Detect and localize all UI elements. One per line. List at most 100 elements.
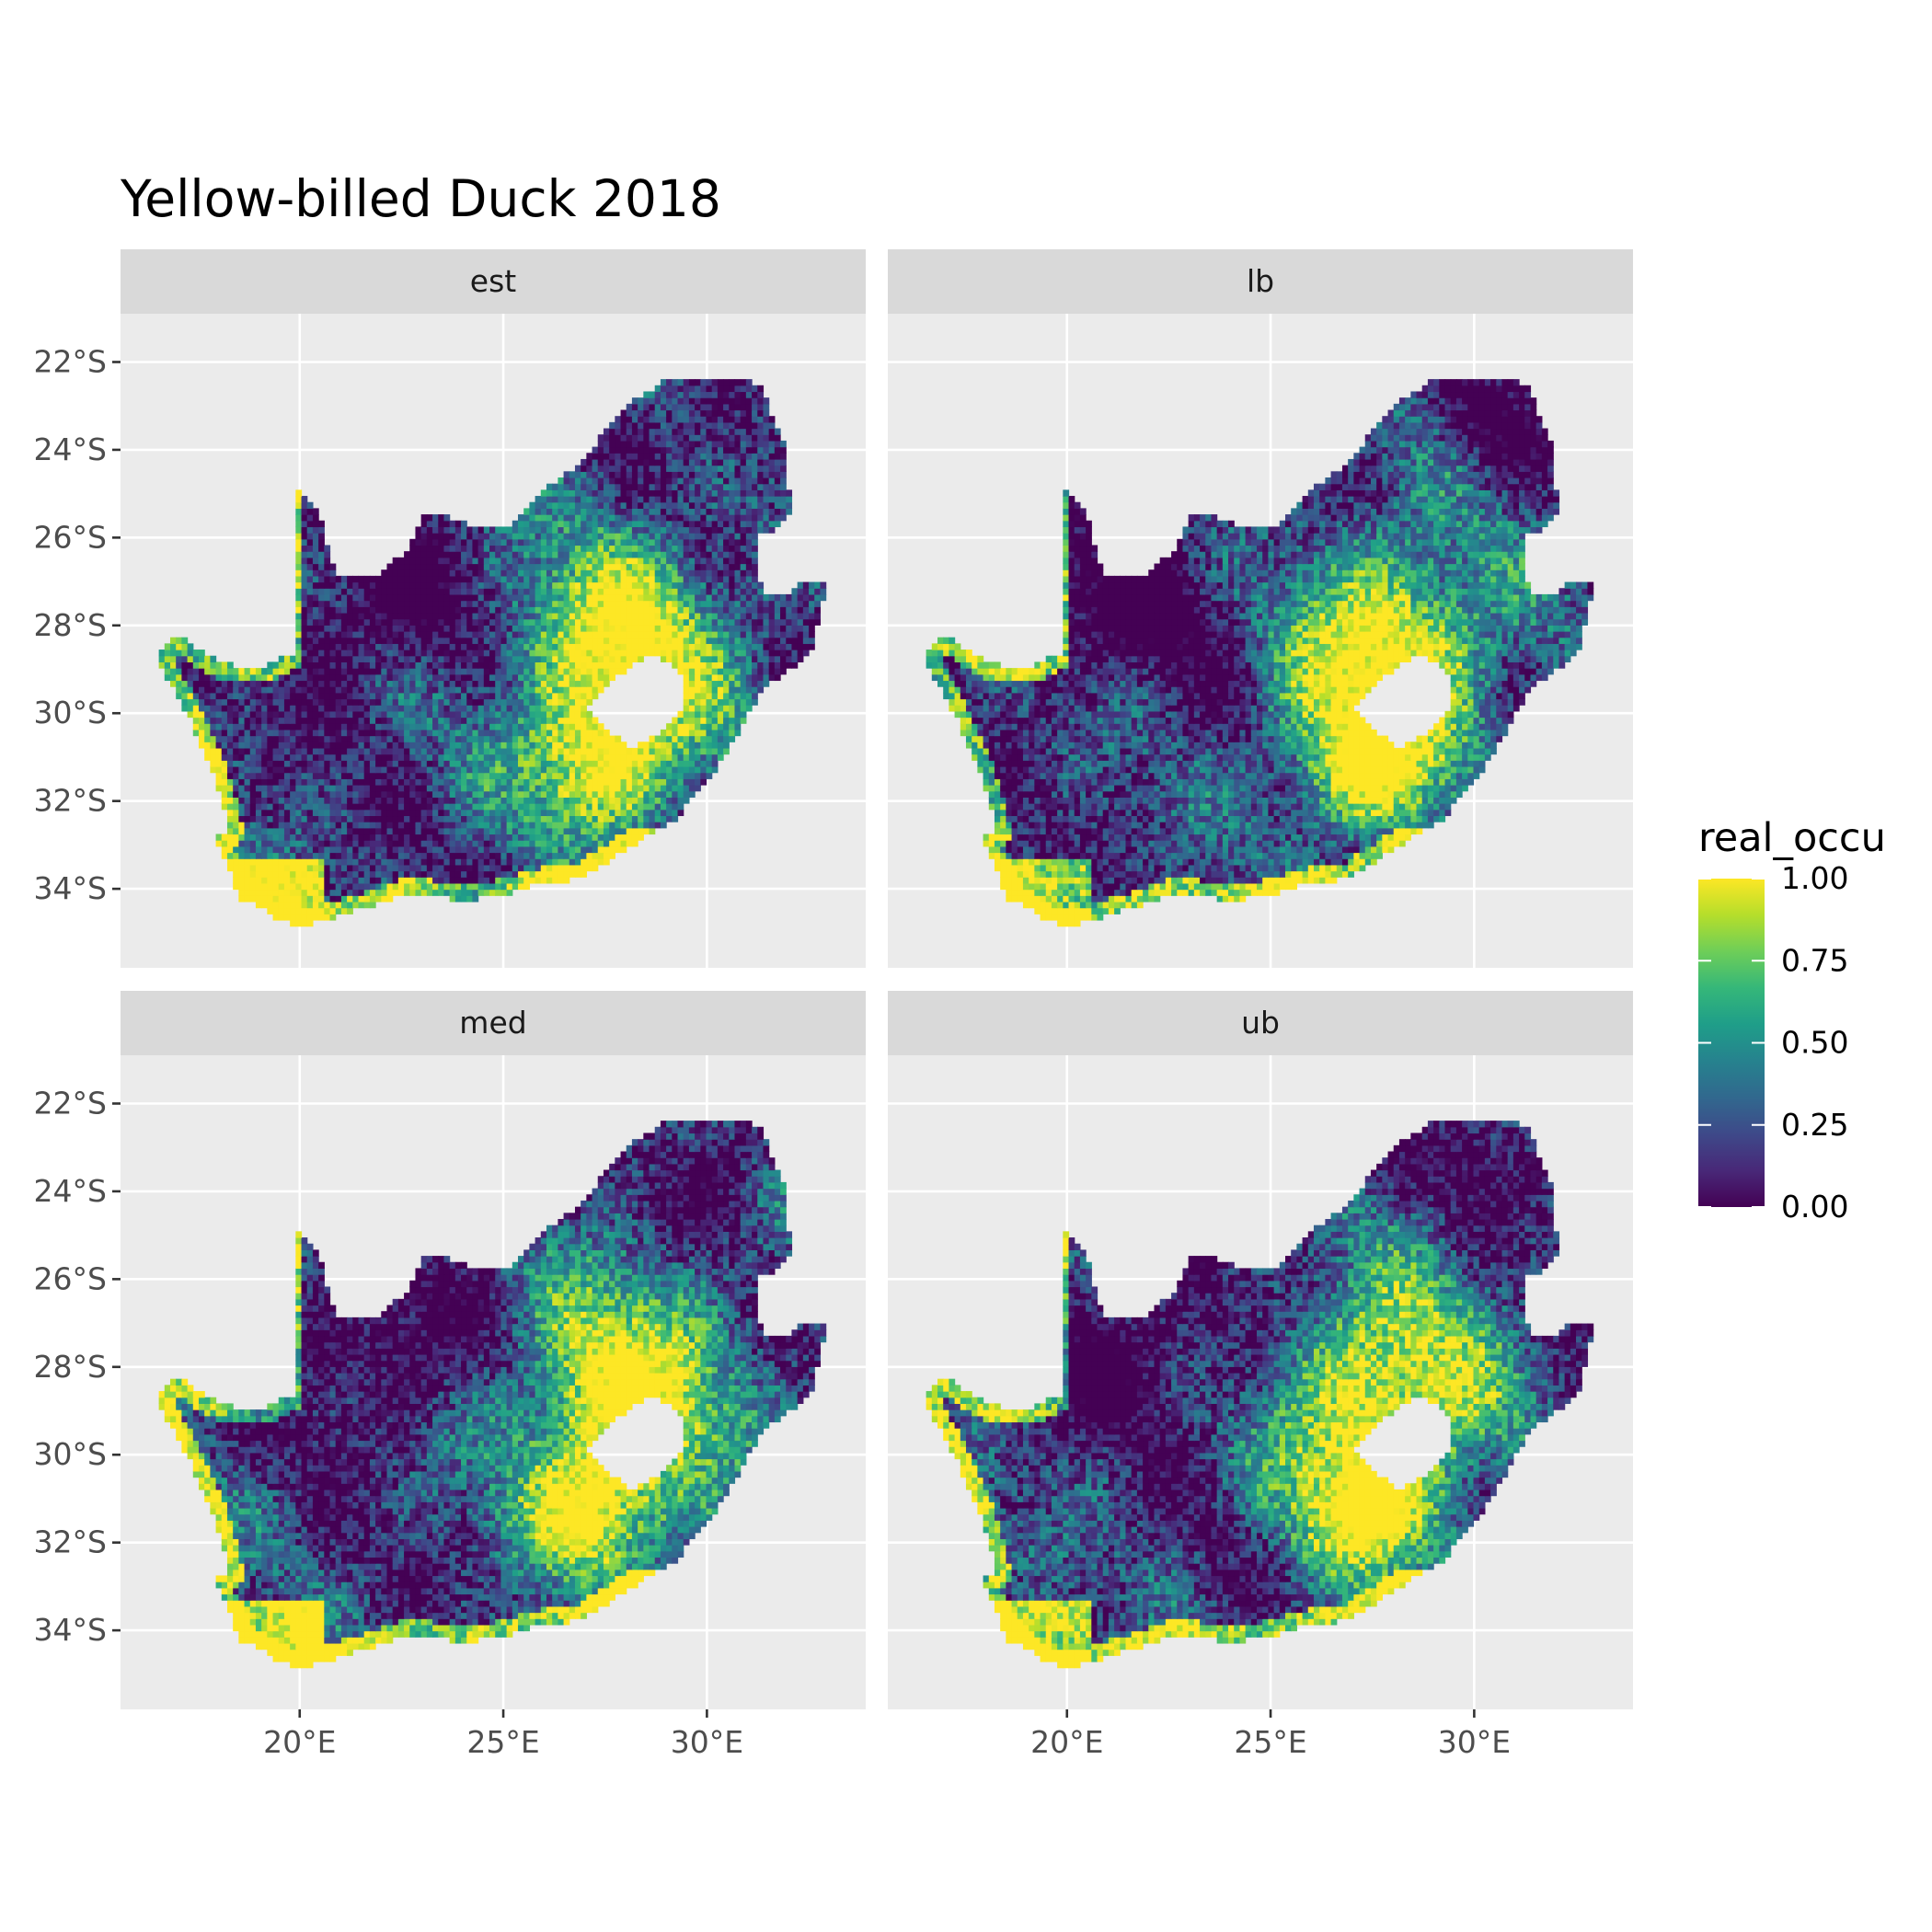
- raster-cell: [507, 803, 513, 810]
- raster-cell: [718, 619, 724, 626]
- raster-cell: [489, 871, 496, 878]
- raster-cell: [375, 613, 382, 619]
- raster-cell: [427, 877, 433, 883]
- raster-cell: [427, 576, 433, 582]
- raster-cell: [621, 582, 627, 589]
- raster-cell: [523, 601, 530, 607]
- raster-cell: [370, 668, 376, 674]
- raster-cell: [404, 569, 410, 576]
- raster-cell: [700, 674, 707, 681]
- raster-cell: [381, 698, 387, 705]
- raster-cell: [438, 810, 444, 816]
- raster-cell: [604, 846, 610, 853]
- raster-cell: [330, 650, 337, 656]
- raster-cell: [233, 718, 239, 724]
- raster-cell: [318, 533, 325, 539]
- raster-cell: [495, 569, 501, 576]
- raster-cell: [450, 871, 456, 878]
- raster-cell: [415, 754, 421, 761]
- raster-cell: [495, 736, 501, 742]
- raster-cell: [336, 680, 342, 686]
- raster-cell: [352, 846, 359, 853]
- raster-cell: [757, 674, 764, 681]
- raster-cell: [295, 883, 302, 890]
- raster-cell: [199, 723, 205, 730]
- raster-cell: [581, 822, 587, 828]
- raster-cell: [341, 680, 348, 686]
- raster-cell: [507, 631, 513, 638]
- raster-cell: [604, 840, 610, 846]
- raster-cell: [650, 760, 656, 766]
- raster-cell: [523, 551, 530, 558]
- raster-cell: [295, 545, 302, 551]
- raster-cell: [472, 803, 478, 810]
- raster-cell: [375, 840, 382, 846]
- raster-cell: [313, 791, 319, 798]
- raster-cell: [267, 853, 273, 859]
- raster-cell: [199, 705, 205, 711]
- raster-cell: [512, 754, 519, 761]
- raster-cell: [381, 718, 387, 724]
- raster-cell: [279, 711, 285, 718]
- raster-cell: [352, 871, 359, 878]
- raster-cell: [569, 711, 576, 718]
- raster-cell: [598, 846, 604, 853]
- raster-cell: [393, 643, 399, 650]
- raster-cell: [478, 656, 485, 662]
- raster-cell: [461, 582, 467, 589]
- raster-cell: [529, 834, 535, 840]
- raster-cell: [421, 742, 428, 748]
- raster-cell: [666, 545, 673, 551]
- raster-cell: [324, 908, 330, 914]
- raster-cell: [227, 718, 234, 724]
- raster-cell: [472, 551, 478, 558]
- raster-cell: [552, 766, 558, 773]
- raster-cell: [352, 791, 359, 798]
- raster-cell: [295, 619, 302, 626]
- raster-cell: [495, 601, 501, 607]
- raster-cell: [443, 822, 450, 828]
- raster-cell: [609, 736, 615, 742]
- raster-cell: [729, 705, 735, 711]
- raster-cell: [729, 601, 735, 607]
- raster-cell: [273, 668, 280, 674]
- raster-cell: [535, 840, 542, 846]
- raster-cell: [443, 674, 450, 681]
- raster-cell: [347, 638, 353, 644]
- raster-cell: [638, 588, 644, 594]
- raster-cell: [569, 619, 576, 626]
- raster-cell: [615, 661, 621, 668]
- raster-cell: [564, 846, 570, 853]
- raster-cell: [386, 742, 393, 748]
- raster-cell: [706, 723, 712, 730]
- raster-cell: [478, 668, 485, 674]
- raster-cell: [415, 545, 421, 551]
- raster-cell: [575, 582, 581, 589]
- raster-cell: [518, 661, 524, 668]
- raster-cell: [375, 723, 382, 730]
- raster-cell: [409, 840, 416, 846]
- raster-cell: [295, 877, 302, 883]
- raster-cell: [684, 526, 690, 533]
- raster-cell: [313, 558, 319, 564]
- raster-cell: [541, 797, 547, 803]
- raster-cell: [245, 834, 251, 840]
- raster-cell: [341, 643, 348, 650]
- raster-cell: [518, 569, 524, 576]
- raster-cell: [443, 828, 450, 834]
- raster-cell: [450, 674, 456, 681]
- raster-cell: [546, 711, 553, 718]
- raster-cell: [415, 686, 421, 693]
- raster-cell: [752, 576, 758, 582]
- raster-cell: [512, 661, 519, 668]
- raster-cell: [415, 698, 421, 705]
- raster-cell: [523, 840, 530, 846]
- raster-cell: [615, 564, 621, 570]
- raster-cell: [500, 883, 507, 890]
- raster-cell: [227, 711, 234, 718]
- raster-cell: [672, 803, 678, 810]
- raster-cell: [564, 736, 570, 742]
- raster-cell: [261, 723, 268, 730]
- raster-cell: [655, 748, 661, 754]
- raster-cell: [700, 730, 707, 736]
